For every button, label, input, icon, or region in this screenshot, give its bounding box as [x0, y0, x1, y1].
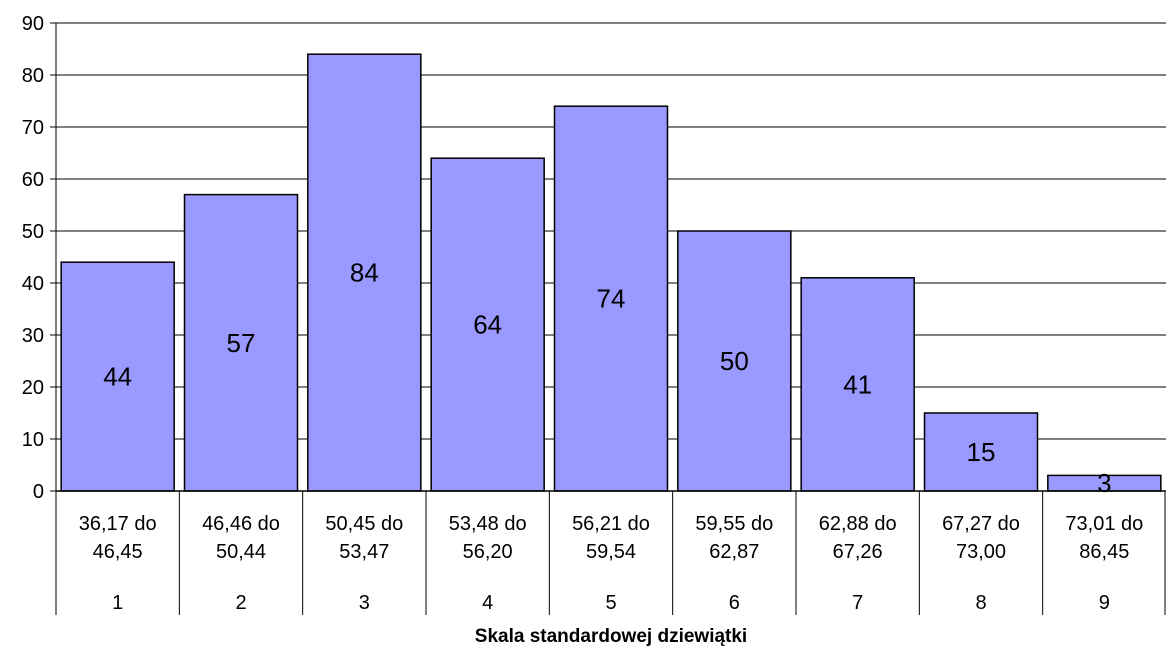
bar [183, 193, 299, 492]
bar-value-label: 44 [103, 362, 132, 392]
y-tick-label: 10 [22, 429, 44, 451]
bar-value-label: 84 [350, 258, 379, 288]
bar-value-label: 50 [720, 346, 749, 376]
x-category-range-label: 86,45 [1079, 541, 1129, 563]
x-category-range-label: 62,87 [709, 541, 759, 563]
bar [923, 412, 1039, 492]
bar-value-label: 3 [1097, 468, 1111, 498]
x-category-sten-label: 6 [729, 592, 740, 614]
y-tick-label: 20 [22, 377, 44, 399]
x-category-range-label: 50,45 do [325, 513, 403, 535]
x-category-range-label: 56,21 do [572, 513, 650, 535]
bar-value-label: 74 [597, 284, 626, 314]
y-tick-label: 70 [22, 117, 44, 139]
x-category-sten-label: 8 [975, 592, 986, 614]
x-category-sten-label: 1 [112, 592, 123, 614]
x-category-range-label: 73,01 do [1065, 513, 1143, 535]
bar [307, 53, 422, 492]
x-category-range-label: 62,88 do [819, 513, 897, 535]
y-tick-label: 80 [22, 65, 44, 87]
bar [60, 261, 175, 492]
x-category-range-label: 46,45 [93, 541, 143, 563]
x-category-range-label: 59,55 do [695, 513, 773, 535]
x-axis-categories: 36,17 do 46,45 1 46,46 do 50,44 2 50,45 do 53,4… [55, 490, 1166, 615]
x-category-range-label: 36,17 do [79, 513, 157, 535]
x-category-range-label: 56,20 [463, 541, 513, 563]
bar [553, 105, 669, 492]
x-category-sten-label: 4 [482, 592, 493, 614]
x-category-range-label: 46,46 do [202, 513, 280, 535]
bar-value-label: 64 [473, 310, 502, 340]
x-category-sten-label: 5 [605, 592, 616, 614]
x-axis-title: Skala standardowej dziewiątki [475, 626, 747, 647]
x-category-sten-label: 2 [235, 592, 246, 614]
y-tick-label: 0 [33, 481, 44, 503]
x-category-sten-label: 3 [359, 592, 370, 614]
y-tick-label: 40 [22, 273, 44, 295]
y-tick-label: 50 [22, 221, 44, 243]
x-category-range-label: 50,44 [216, 541, 266, 563]
x-category-range-label: 73,00 [956, 541, 1006, 563]
y-axis-ticks: 0 10 20 30 40 50 60 70 80 90 [22, 13, 56, 503]
x-category-sten-label: 7 [852, 592, 863, 614]
bar-value-label: 57 [227, 328, 256, 358]
bar [430, 157, 545, 492]
x-category-sten-label: 9 [1099, 592, 1110, 614]
bar [800, 277, 915, 492]
x-category-range-label: 67,26 [833, 541, 883, 563]
bars: 44 57 84 64 74 50 41 15 3 [60, 53, 1162, 498]
y-tick-label: 30 [22, 325, 44, 347]
bar-value-label: 15 [967, 437, 996, 467]
y-tick-label: 60 [22, 169, 44, 191]
y-tick-label: 90 [22, 13, 44, 35]
x-category-range-label: 53,47 [339, 541, 389, 563]
x-category-range-label: 53,48 do [449, 513, 527, 535]
bar-value-label: 41 [843, 369, 872, 399]
x-category-range-label: 67,27 do [942, 513, 1020, 535]
x-category-range-label: 59,54 [586, 541, 636, 563]
